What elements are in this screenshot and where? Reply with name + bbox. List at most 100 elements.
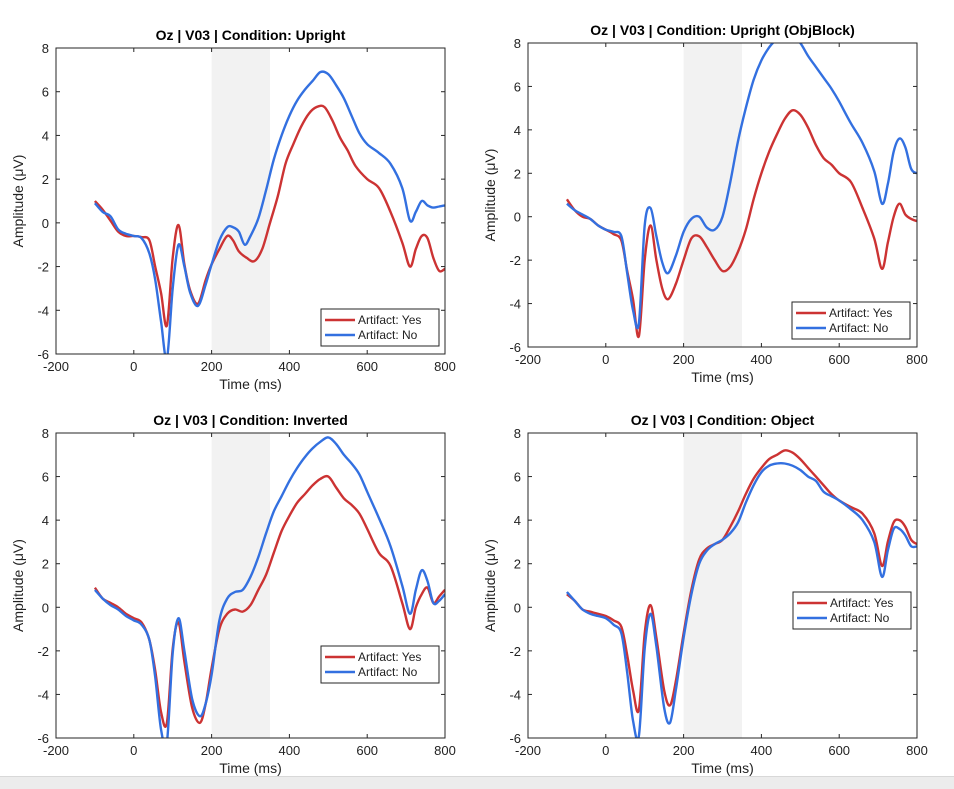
x-axis-label: Time (ms) <box>691 369 753 385</box>
y-tick-label: 4 <box>514 123 521 138</box>
x-tick-label: 0 <box>130 743 137 758</box>
series-line-artifact-no <box>94 70 445 354</box>
y-tick-label: -4 <box>509 687 521 702</box>
y-tick-label: 0 <box>514 210 521 225</box>
x-axis-label: Time (ms) <box>219 376 281 392</box>
x-tick-label: 400 <box>279 359 301 374</box>
window-bottom-edge <box>0 776 954 789</box>
x-tick-label: 800 <box>906 352 928 367</box>
y-tick-label: 2 <box>514 557 521 572</box>
y-tick-label: 0 <box>42 600 49 615</box>
y-tick-label: -2 <box>509 644 521 659</box>
y-tick-label: -6 <box>37 347 49 362</box>
legend-entry-label: Artifact: Yes <box>829 306 892 320</box>
legend-entry-label: Artifact: Yes <box>358 650 421 664</box>
chart-title: Oz | V03 | Condition: Upright <box>156 27 346 43</box>
x-tick-label: 400 <box>751 743 773 758</box>
x-tick-label: 600 <box>356 359 378 374</box>
legend-entry-label: Artifact: Yes <box>830 596 893 610</box>
subplot-1: -200 0 200 400 600 800 -6 -4 -2 0 2 4 6 8 Oz | V03 | C… <box>10 27 456 392</box>
legend-box <box>791 301 911 340</box>
shaded-time-window <box>683 43 742 347</box>
y-tick-label: -6 <box>509 340 521 355</box>
y-tick-label: 6 <box>514 79 521 94</box>
y-tick-label: -6 <box>509 731 521 746</box>
legend-entry-label: Artifact: No <box>829 321 889 335</box>
y-tick-label: 0 <box>514 600 521 615</box>
x-tick-label: 400 <box>279 743 301 758</box>
y-tick-label: 6 <box>42 85 49 100</box>
y-tick-label: 4 <box>514 513 521 528</box>
chart-title: Oz | V03 | Condition: Object <box>631 412 815 428</box>
series-line-artifact-no <box>94 436 445 738</box>
y-axis-label: Amplitude (μV) <box>482 539 498 632</box>
x-tick-label: -200 <box>515 352 541 367</box>
y-tick-label: -2 <box>37 644 49 659</box>
axes-frame <box>527 432 918 739</box>
y-tick-label: 2 <box>42 172 49 187</box>
y-tick-label: 8 <box>42 426 49 441</box>
series-line-artifact-no <box>565 462 917 738</box>
x-tick-label: 200 <box>201 743 223 758</box>
series-line-artifact-no <box>566 43 917 330</box>
y-tick-label: 6 <box>514 470 521 485</box>
x-tick-label: 600 <box>828 743 850 758</box>
x-tick-label: 800 <box>434 359 456 374</box>
x-tick-label: 400 <box>751 352 773 367</box>
legend-box <box>320 645 440 684</box>
series-line-artifact-yes <box>93 104 445 328</box>
x-axis-label: Time (ms) <box>219 760 281 776</box>
y-axis-label: Amplitude (μV) <box>10 155 26 248</box>
x-tick-label: -200 <box>43 359 69 374</box>
y-tick-label: 4 <box>42 513 49 528</box>
x-tick-label: 0 <box>130 359 137 374</box>
x-tick-label: 200 <box>673 743 695 758</box>
y-tick-label: 2 <box>42 557 49 572</box>
legend-entry-label: Artifact: No <box>830 611 890 625</box>
x-tick-label: 0 <box>602 743 609 758</box>
y-tick-label: 8 <box>514 426 521 441</box>
legend-entry-label: Artifact: No <box>358 665 418 679</box>
x-tick-label: 600 <box>828 352 850 367</box>
y-tick-label: -4 <box>37 687 49 702</box>
subplot-4: -200 0 200 400 600 800 -6 -4 -2 0 2 4 6 8 Oz | V03 | C… <box>482 412 928 776</box>
axes-frame <box>55 432 446 739</box>
series-line-artifact-yes <box>566 449 917 714</box>
x-tick-label: 200 <box>673 352 695 367</box>
legend-box <box>792 591 912 630</box>
y-tick-label: -6 <box>37 731 49 746</box>
axes-frame <box>55 47 446 355</box>
y-tick-label: -2 <box>37 260 49 275</box>
y-tick-label: 8 <box>514 36 521 51</box>
x-tick-label: 600 <box>356 743 378 758</box>
x-tick-label: -200 <box>43 743 69 758</box>
y-tick-label: -4 <box>509 297 521 312</box>
x-tick-label: 800 <box>906 743 928 758</box>
y-tick-label: 8 <box>42 41 49 56</box>
x-tick-label: 800 <box>434 743 456 758</box>
subplot-2: -200 0 200 400 600 800 -6 -4 -2 0 2 4 6 8 Oz | V03 | C… <box>482 22 928 385</box>
legend-entry-label: Artifact: Yes <box>358 313 421 327</box>
y-tick-label: 6 <box>42 470 49 485</box>
y-tick-label: -2 <box>509 253 521 268</box>
chart-title: Oz | V03 | Condition: Upright (ObjBlock) <box>590 22 855 38</box>
y-tick-label: -4 <box>37 303 49 318</box>
shaded-time-window <box>211 48 270 354</box>
y-tick-label: 0 <box>42 216 49 231</box>
y-tick-label: 2 <box>514 166 521 181</box>
axes-frame <box>527 42 918 348</box>
y-tick-label: 4 <box>42 128 49 143</box>
y-axis-label: Amplitude (μV) <box>10 539 26 632</box>
x-tick-label: -200 <box>515 743 541 758</box>
subplot-3: -200 0 200 400 600 800 -6 -4 -2 0 2 4 6 8 Oz | V03 | C… <box>10 412 456 776</box>
x-axis-label: Time (ms) <box>691 760 753 776</box>
legend-box <box>320 308 440 347</box>
x-tick-label: 200 <box>201 359 223 374</box>
chart-title: Oz | V03 | Condition: Inverted <box>153 412 348 428</box>
